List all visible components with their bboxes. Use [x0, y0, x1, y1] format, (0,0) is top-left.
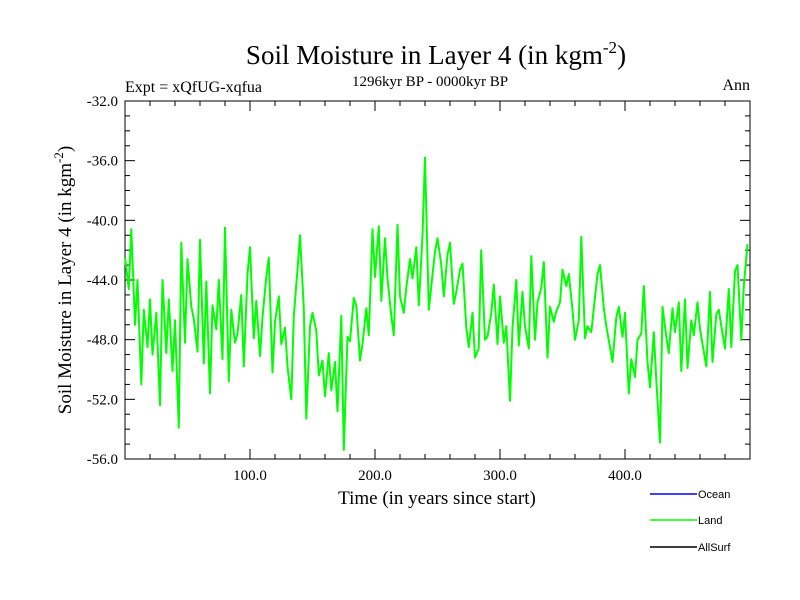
y-tick-label: -56.0: [87, 452, 118, 468]
y-axis-label: Soil Moisture in Layer 4 (in kgm-2): [51, 146, 76, 414]
axis-ticks: [125, 100, 750, 460]
y-tick-label: -32.0: [87, 94, 118, 110]
y-tick-label: -44.0: [87, 273, 118, 289]
y-tick-label: -40.0: [87, 213, 118, 229]
legend-label-ocean: Ocean: [698, 489, 730, 501]
legend-label-allsurf: AllSurf: [698, 542, 731, 554]
legend-label-land: Land: [698, 515, 722, 527]
chart-title: Soil Moisture in Layer 4 (in kgm-2): [246, 38, 626, 70]
x-tick-label: 300.0: [483, 468, 517, 484]
y-tick-label: -52.0: [87, 392, 118, 408]
y-tick-label: -36.0: [87, 154, 118, 170]
x-tick-label: 200.0: [358, 468, 392, 484]
season-label: Ann: [722, 77, 750, 94]
land-series-line: [124, 156, 749, 451]
legend: Ocean Land AllSurf: [650, 489, 731, 554]
x-tick-labels: 100.0 200.0 300.0 400.0: [233, 468, 642, 484]
x-axis-label: Time (in years since start): [338, 488, 536, 509]
y-tick-label: -48.0: [87, 333, 118, 349]
experiment-label: Expt = xQfUG-xqfua: [125, 79, 262, 96]
x-tick-label: 100.0: [233, 468, 267, 484]
y-tick-labels: -56.0 -52.0 -48.0 -44.0 -40.0 -36.0 -32.0: [87, 94, 118, 468]
x-tick-label: 400.0: [608, 468, 642, 484]
period-label: 1296kyr BP - 0000kyr BP: [352, 74, 508, 90]
